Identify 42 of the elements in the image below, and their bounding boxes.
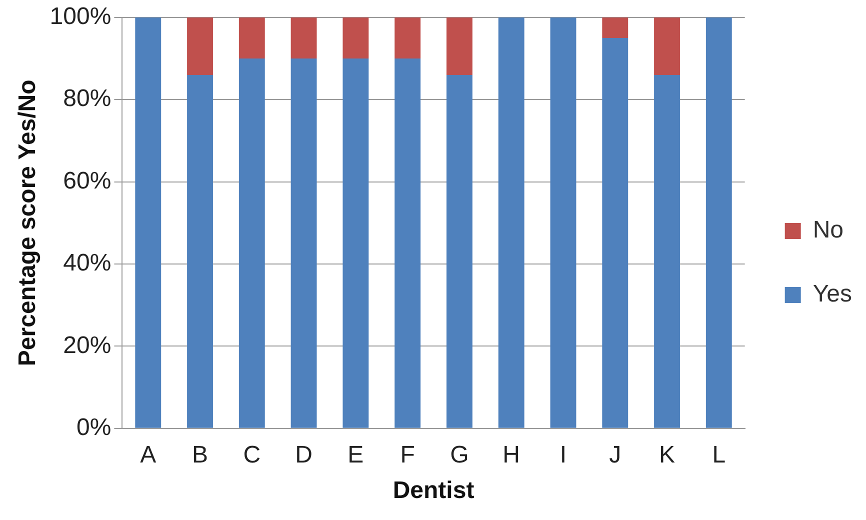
x-tick-label: B [192,441,208,468]
x-axis-title: Dentist [392,477,474,504]
bar [446,74,472,428]
bar [290,17,317,58]
x-tick-label: L [712,441,726,468]
bar [550,17,576,428]
legend-label: Yes [812,280,852,308]
bar [290,58,317,428]
bar [187,74,213,428]
bar [342,17,369,58]
y-tick-label: 80% [63,85,112,112]
x-tick-label: J [609,441,622,468]
bar [706,17,732,428]
bar [602,17,628,38]
bar [342,58,369,428]
x-tick-label: I [560,441,567,468]
bar [446,17,472,75]
x-tick-label: D [295,441,312,468]
y-tick-label: 40% [63,250,112,277]
x-tick-label: H [502,441,520,468]
bar [602,38,628,428]
x-tick-label: E [348,441,364,468]
bar [394,58,421,428]
x-tick-label: C [243,441,261,468]
bar [654,74,680,428]
bar [238,17,265,58]
bar [654,17,680,75]
y-tick-label: 60% [63,167,112,194]
x-tick-label: A [140,441,156,468]
y-tick-label: 100% [50,3,112,30]
x-tick-label: F [400,441,415,468]
bar [498,17,524,428]
y-tick-label: 0% [76,414,112,442]
bar [394,17,421,58]
bar [238,58,265,428]
x-tick-label: G [450,441,469,468]
y-axis-title: Percentage score Yes/No [14,80,42,366]
bar [135,17,162,428]
legend-label: No [812,216,844,244]
bar [187,17,213,75]
x-tick-label: K [659,441,676,468]
y-tick-label: 20% [63,332,112,359]
